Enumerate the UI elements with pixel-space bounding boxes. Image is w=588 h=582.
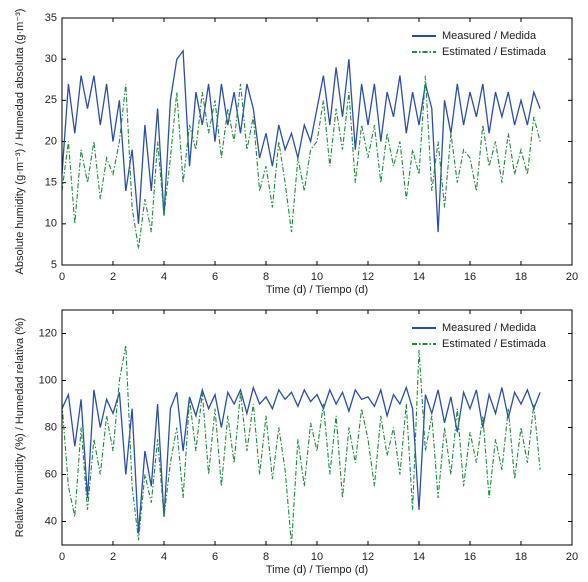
x-axis-label: Time (d) / Tiempo (d) [266, 564, 368, 576]
x-tick-label: 14 [413, 271, 425, 283]
y-tick-label: 5 [51, 259, 57, 271]
x-tick-label: 2 [110, 551, 116, 563]
x-tick-label: 0 [59, 551, 65, 563]
x-tick-label: 10 [311, 551, 323, 563]
x-tick-label: 0 [59, 271, 65, 283]
y-tick-label: 120 [39, 327, 57, 339]
x-tick-label: 18 [515, 551, 527, 563]
series-line [61, 385, 541, 534]
plot-frame [61, 17, 573, 266]
x-tick-label: 4 [161, 271, 167, 283]
y-axis-label: Absolute humidity (g·m⁻³) / Humedad abso… [14, 9, 26, 275]
x-tick-label: 14 [413, 551, 425, 563]
y-tick-label: 15 [45, 177, 57, 189]
x-axis-label: Time (d) / Tiempo (d) [266, 284, 368, 296]
x-tick-label: 16 [464, 271, 476, 283]
series-line [61, 345, 541, 546]
x-tick-label: 20 [566, 551, 578, 563]
x-tick-label: 16 [464, 551, 476, 563]
plot-frame [61, 309, 573, 546]
x-tick-label: 18 [515, 271, 527, 283]
legend-label: Estimated / Estimada [442, 338, 547, 350]
y-tick-label: 35 [45, 12, 57, 24]
series-line [61, 49, 541, 233]
y-tick-label: 20 [45, 135, 57, 147]
legend-label: Estimated / Estimada [442, 46, 547, 58]
legend-label: Measured / Medida [442, 30, 537, 42]
x-tick-label: 12 [362, 271, 374, 283]
x-tick-label: 8 [263, 551, 269, 563]
y-axis-label: Relative humidity (%) / Humedad relativa… [14, 318, 26, 537]
legend-label: Measured / Medida [442, 322, 537, 334]
x-tick-label: 10 [311, 271, 323, 283]
y-tick-label: 100 [39, 374, 57, 386]
x-tick-label: 8 [263, 271, 269, 283]
y-tick-label: 60 [45, 468, 57, 480]
y-tick-label: 10 [45, 218, 57, 230]
x-tick-label: 6 [212, 551, 218, 563]
y-tick-label: 30 [45, 53, 57, 65]
x-tick-label: 12 [362, 551, 374, 563]
x-tick-label: 2 [110, 271, 116, 283]
x-tick-label: 6 [212, 271, 218, 283]
y-tick-label: 25 [45, 94, 57, 106]
y-tick-label: 80 [45, 421, 57, 433]
x-tick-label: 4 [161, 551, 167, 563]
x-tick-label: 20 [566, 271, 578, 283]
y-tick-label: 40 [45, 515, 57, 527]
